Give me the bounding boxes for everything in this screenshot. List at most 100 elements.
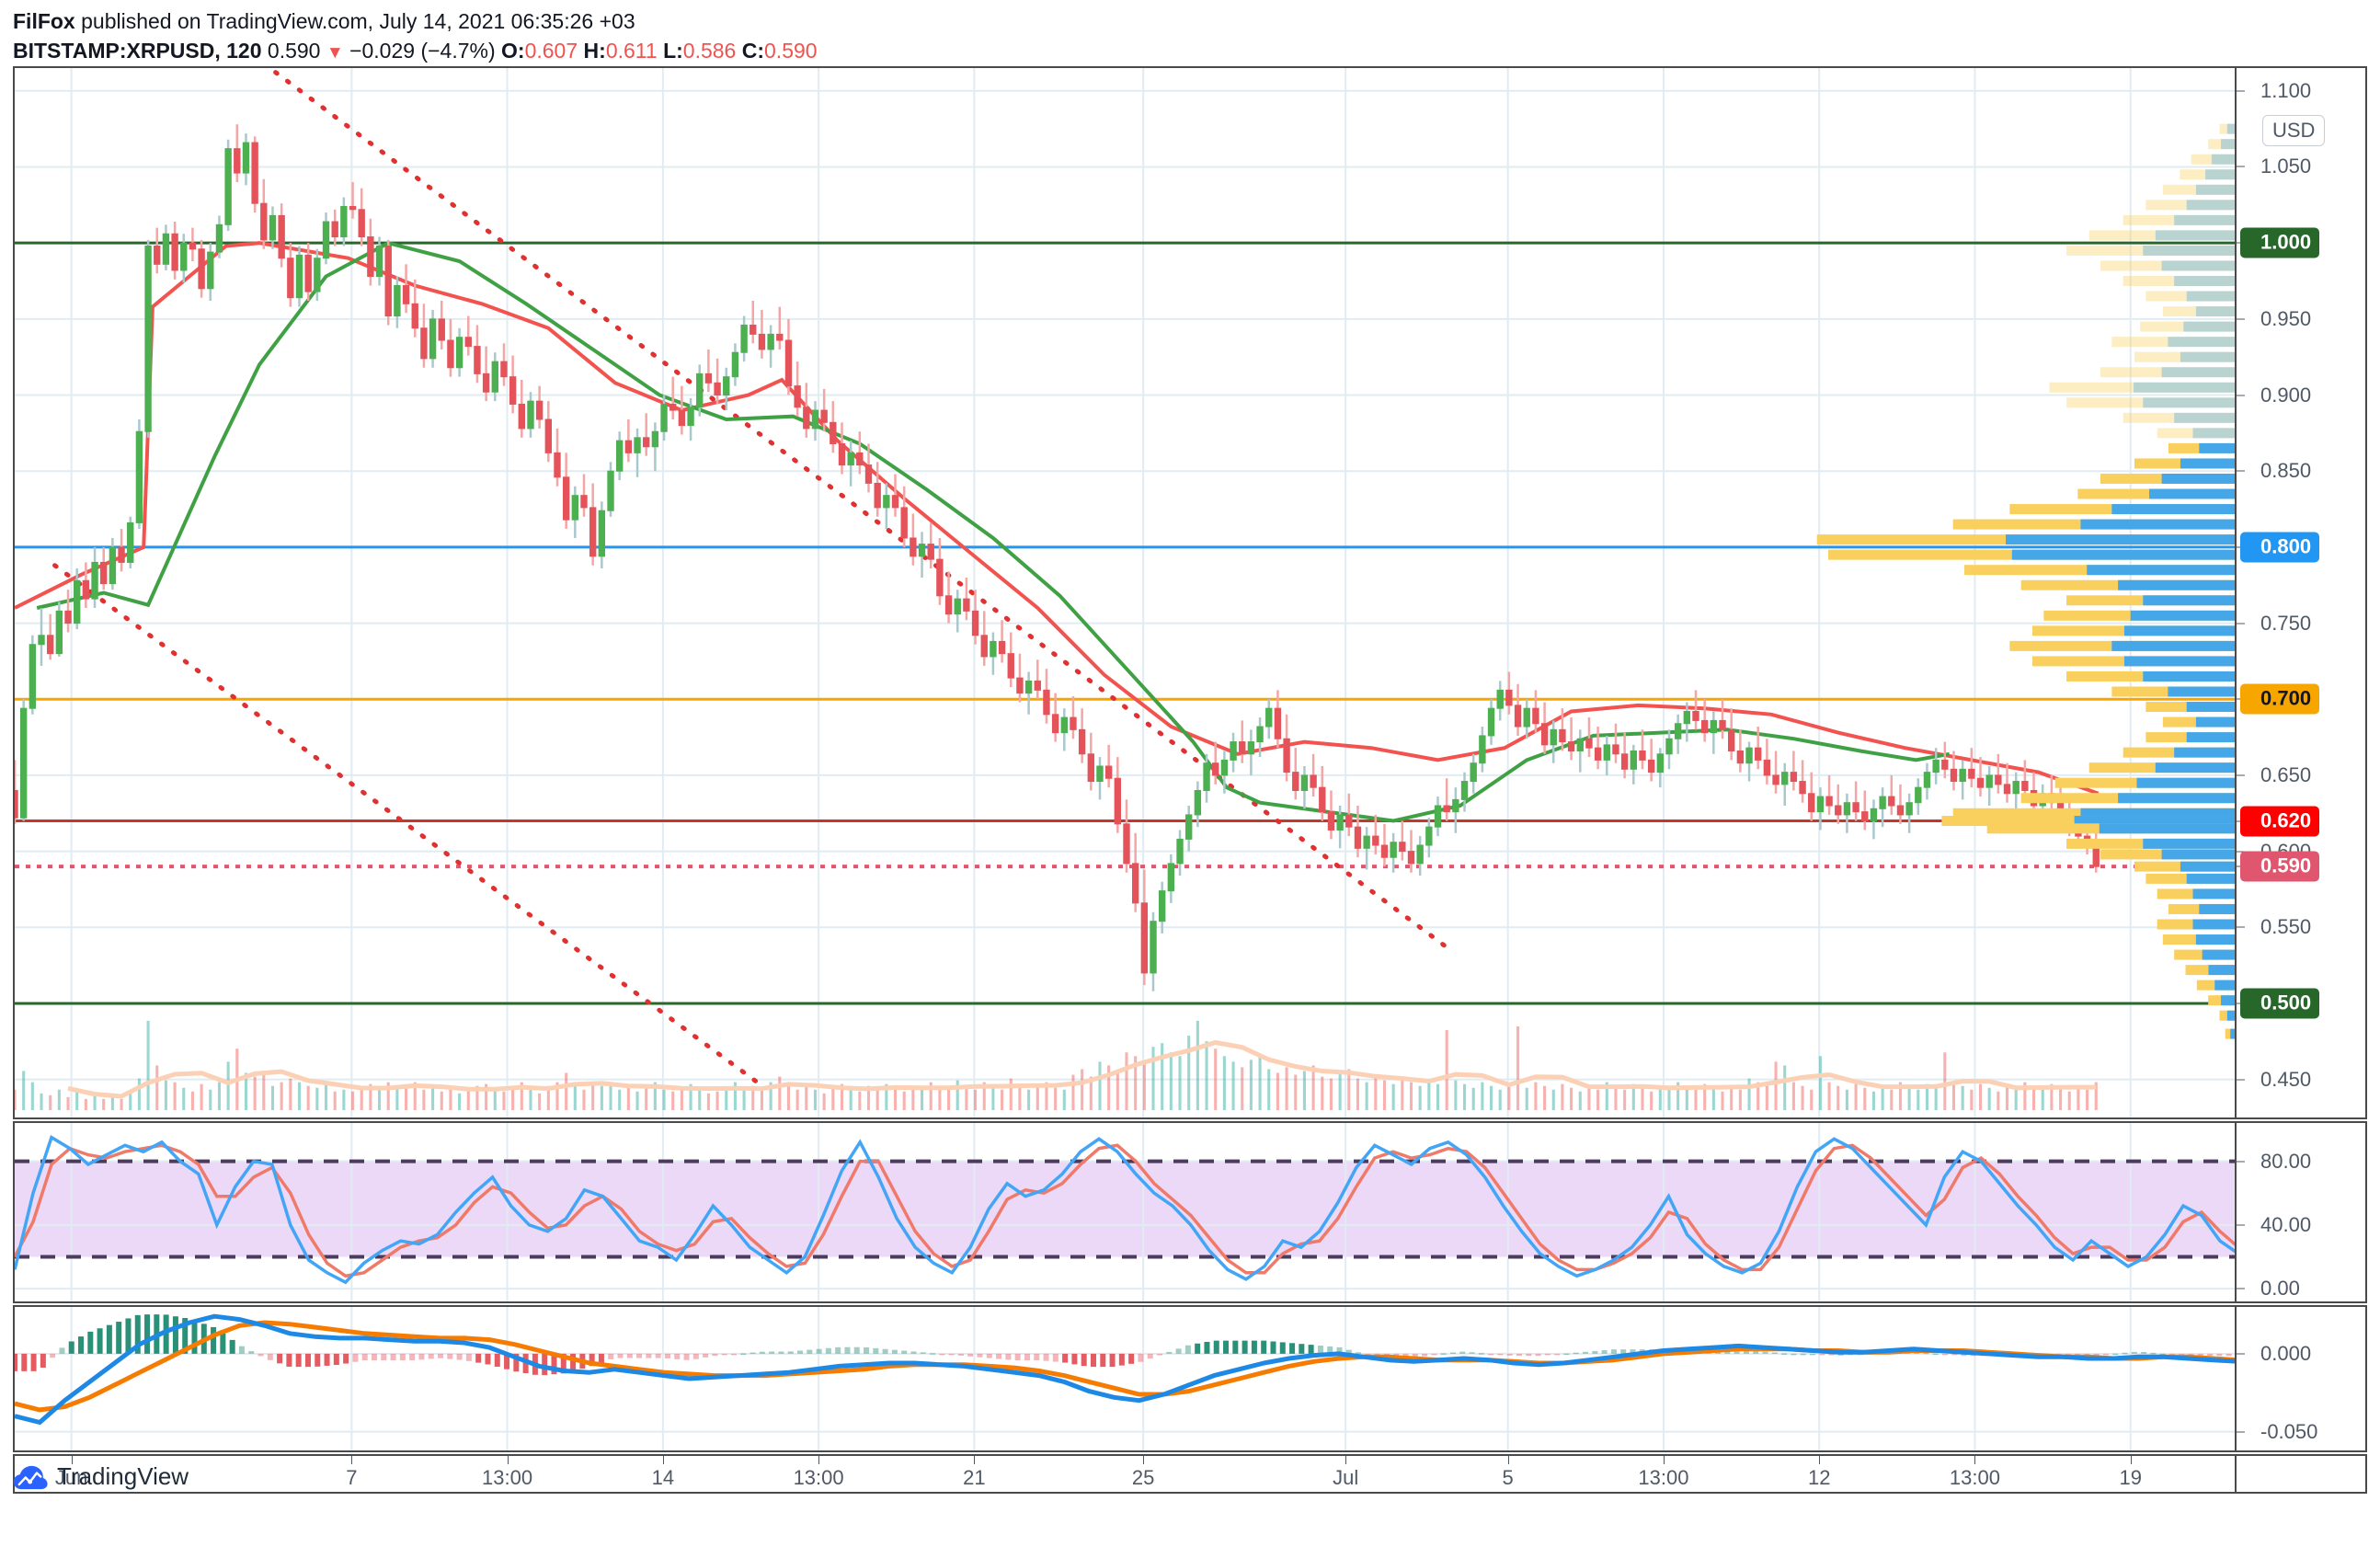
time-tick (818, 1456, 820, 1464)
stochastic-plot-area[interactable] (15, 1123, 2238, 1301)
stochastic-tick (2237, 1224, 2245, 1226)
price-tick (2237, 166, 2245, 167)
publish-line: FilFox published on TradingView.com, Jul… (13, 7, 2367, 36)
time-tick-label-21: 21 (963, 1466, 986, 1489)
trendline-lower-descending-support[interactable] (52, 563, 762, 1087)
candlestick-series[interactable] (15, 124, 2100, 991)
brand-label: TradingView (57, 1462, 189, 1490)
macd-axis[interactable]: 0.000 -0.050 (2235, 1307, 2365, 1450)
time-tick (1507, 1456, 1509, 1464)
price-tick (2237, 90, 2245, 92)
currency-unit-badge[interactable]: USD (2262, 114, 2326, 146)
stochastic-band (15, 1161, 2238, 1257)
time-tick-label-1300: 13:00 (793, 1466, 844, 1489)
time-axis-labels[interactable]: Jun 7 13:00 14 13:00 21 25 Jul 5 13:00 12 13:00 19 (15, 1456, 2238, 1492)
price-tick-label-0.750: 0.750 (2260, 611, 2312, 635)
stochastic-pane[interactable]: 80.00 40.00 0.00 (13, 1121, 2367, 1303)
stochastic-tick (2237, 1161, 2245, 1163)
price-tick (2237, 1079, 2245, 1081)
price-tick (2237, 623, 2245, 625)
price-level-badge-0.620[interactable]: 0.620 (2240, 806, 2320, 837)
price-tick-label-0.950: 0.950 (2260, 306, 2312, 330)
macd-tick-label: -0.050 (2260, 1419, 2318, 1443)
time-tick (1345, 1456, 1347, 1464)
symbol-label[interactable]: BITSTAMP:XRPUSD, 120 (13, 39, 262, 63)
time-tick-label-25: 25 (1131, 1466, 1155, 1489)
stochastic-axis[interactable]: 80.00 40.00 0.00 (2235, 1123, 2365, 1301)
time-tick-label-5: 5 (1502, 1466, 1514, 1489)
macd-line (15, 1313, 2238, 1425)
price-level-badge-1.000[interactable]: 1.000 (2240, 227, 2320, 258)
price-tick (2237, 926, 2245, 928)
time-axis[interactable]: Jun 7 13:00 14 13:00 21 25 Jul 5 13:00 12 13:00 19 (13, 1454, 2367, 1494)
price-tick (2237, 470, 2245, 472)
price-pane[interactable]: 1.100 1.050 1.000 0.950 0.900 0.850 0.800 0.750… (13, 66, 2367, 1119)
time-tick-label-7: 7 (346, 1466, 358, 1489)
time-tick-label-12: 12 (1807, 1466, 1831, 1489)
publish-text: published on TradingView.com, July 14, 2… (81, 9, 635, 33)
price-plot-area[interactable] (15, 68, 2238, 1117)
macd-pane[interactable]: 0.000 -0.050 (13, 1305, 2367, 1452)
price-tick-label-1.050: 1.050 (2260, 155, 2312, 178)
price-tick-label-0.650: 0.650 (2260, 762, 2312, 786)
down-triangle-icon: ▼ (326, 43, 344, 63)
time-tick-label-1300: 13:00 (1949, 1466, 2000, 1489)
open-value: 0.607 (524, 39, 578, 63)
price-level-badge-0.590[interactable]: 0.590 (2240, 851, 2320, 882)
plot-canvas (15, 1307, 2238, 1450)
macd-histogram (15, 1314, 2238, 1376)
time-tick (2130, 1456, 2132, 1464)
macd-tick (2237, 1353, 2245, 1355)
time-axis-corner (2235, 1456, 2365, 1492)
plot-canvas (15, 1123, 2238, 1301)
tradingview-footer[interactable]: TradingView (13, 1462, 189, 1491)
price-level-badge-0.500[interactable]: 0.500 (2240, 988, 2320, 1019)
last-price: 0.590 (267, 39, 321, 63)
time-tick (1974, 1456, 1976, 1464)
time-tick (507, 1456, 509, 1464)
price-tick (2237, 851, 2245, 853)
price-tick (2237, 774, 2245, 776)
price-tick-label-1.100: 1.100 (2260, 78, 2312, 102)
chart-frame[interactable]: 1.100 1.050 1.000 0.950 0.900 0.850 0.800 0.750… (13, 66, 2367, 1494)
price-change: −0.029 (−4.7%) (349, 39, 496, 63)
time-tick (1143, 1456, 1145, 1464)
time-tick-label-1300: 13:00 (1638, 1466, 1689, 1489)
low-value: 0.586 (682, 39, 737, 63)
stochastic-d-line (15, 1143, 2238, 1278)
author-name: FilFox (13, 9, 75, 33)
time-tick-label-Jun: Jun (54, 1466, 88, 1489)
macd-tick (2237, 1431, 2245, 1433)
moving-average-red (15, 241, 2100, 796)
price-axis[interactable]: 1.100 1.050 1.000 0.950 0.900 0.850 0.800 0.750… (2235, 68, 2365, 1117)
time-tick-label-14: 14 (651, 1466, 675, 1489)
stochastic-tick-label-40.00: 40.00 (2260, 1212, 2312, 1236)
price-tick-label-0.450: 0.450 (2260, 1067, 2312, 1091)
time-tick (662, 1456, 664, 1464)
price-tick-label-0.850: 0.850 (2260, 459, 2312, 483)
price-level-badge-0.800[interactable]: 0.800 (2240, 532, 2320, 563)
low-key: L: (663, 39, 683, 63)
volume-profile[interactable] (1816, 123, 2237, 1039)
price-tick (2237, 318, 2245, 320)
tradingview-cloud-logo (13, 1465, 48, 1489)
trendline-upper-descending-resistance[interactable] (264, 68, 1447, 948)
stochastic-tick-label-80.00: 80.00 (2260, 1149, 2312, 1173)
high-value: 0.611 (605, 39, 658, 63)
open-key: O: (501, 39, 525, 63)
plot-canvas (15, 68, 2238, 1117)
symbol-legend: BITSTAMP:XRPUSD, 120 0.590 ▼ −0.029 (−4.… (13, 36, 2367, 68)
macd-plot-area[interactable] (15, 1307, 2238, 1450)
volume-bars (15, 1020, 2098, 1110)
price-tick-label-0.900: 0.900 (2260, 383, 2312, 407)
macd-tick-label: 0.000 (2260, 1341, 2312, 1365)
time-tick-label-19: 19 (2119, 1466, 2142, 1489)
price-level-badge-0.700[interactable]: 0.700 (2240, 683, 2320, 715)
time-tick (71, 1456, 73, 1464)
stochastic-k-line (15, 1134, 2238, 1285)
time-tick (351, 1456, 353, 1464)
chart-header: FilFox published on TradingView.com, Jul… (0, 0, 2380, 66)
close-key: C: (741, 39, 765, 63)
close-value: 0.590 (764, 39, 818, 63)
time-tick (1819, 1456, 1821, 1464)
